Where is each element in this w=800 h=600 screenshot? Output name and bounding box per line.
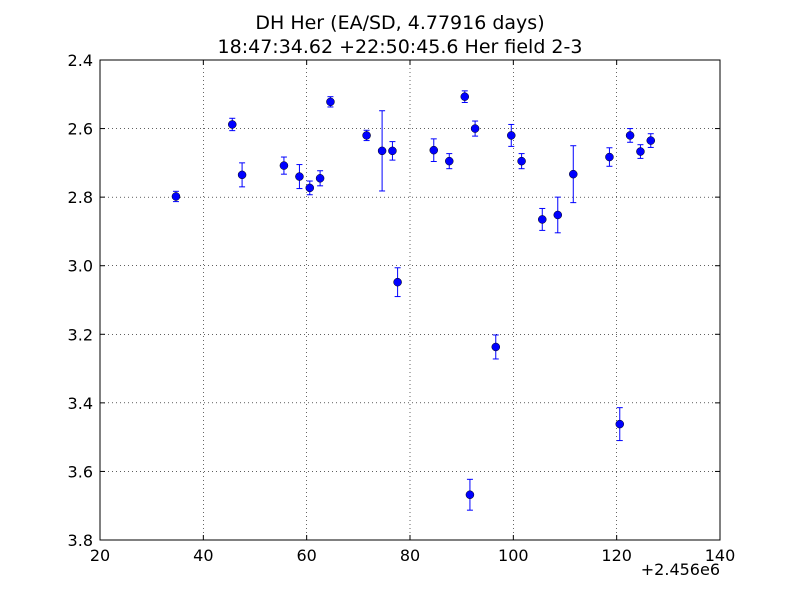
y-tick-label: 2.8 <box>68 188 93 207</box>
data-point <box>326 97 335 107</box>
x-tick-label: 140 <box>705 546 736 565</box>
label-layer: 20 40 60 80 100 120 140 2.4 2.6 2.8 3.0 3.2 3.4 3.6 3.… <box>68 51 736 565</box>
data-point <box>377 146 387 156</box>
data-point <box>171 192 181 201</box>
data-point <box>305 183 315 193</box>
data-point <box>429 145 439 155</box>
data-point <box>465 490 475 499</box>
data-point <box>605 152 614 162</box>
data-point <box>569 169 578 179</box>
x-tick-label: 120 <box>601 546 632 565</box>
x-tick-label: 20 <box>90 546 110 565</box>
data-point <box>517 156 526 166</box>
y-tick-label: 2.6 <box>68 120 93 139</box>
x-axis-offset-label: +2.456e6 <box>641 560 720 579</box>
y-tick-label: 3.2 <box>68 325 93 344</box>
data-point <box>279 161 289 170</box>
data-point <box>237 170 247 180</box>
data-point <box>625 131 635 140</box>
data-point <box>636 147 645 156</box>
y-tick-label: 3.0 <box>68 257 93 276</box>
x-tick-label: 40 <box>193 546 213 565</box>
y-tick-label: 3.4 <box>68 394 93 413</box>
x-tick-label: 100 <box>498 546 529 565</box>
data-point <box>393 277 402 287</box>
data-point <box>470 124 480 133</box>
chart-title: DH Her (EA/SD, 4.77916 days) <box>255 12 545 34</box>
data-point <box>538 215 547 224</box>
data-point <box>491 342 501 352</box>
grid-layer <box>100 60 720 540</box>
y-tick-label: 3.6 <box>68 462 93 481</box>
data-point <box>315 174 325 183</box>
y-tick-label: 3.8 <box>68 531 93 550</box>
x-tick-label: 80 <box>400 546 420 565</box>
data-layer <box>171 90 656 511</box>
data-point <box>388 146 397 156</box>
tick-layer <box>99 59 721 541</box>
chart-subtitle: 18:47:34.62 +22:50:45.6 Her field 2-3 <box>217 36 583 58</box>
x-tick-label: 60 <box>296 546 316 565</box>
data-point <box>615 419 625 429</box>
data-point <box>362 131 371 140</box>
data-point <box>553 210 563 220</box>
data-point <box>295 172 304 181</box>
data-point <box>445 156 454 166</box>
data-point <box>228 120 237 129</box>
y-tick-label: 2.4 <box>68 51 93 70</box>
data-point <box>646 136 656 145</box>
data-point <box>460 92 470 101</box>
data-point <box>507 131 516 140</box>
